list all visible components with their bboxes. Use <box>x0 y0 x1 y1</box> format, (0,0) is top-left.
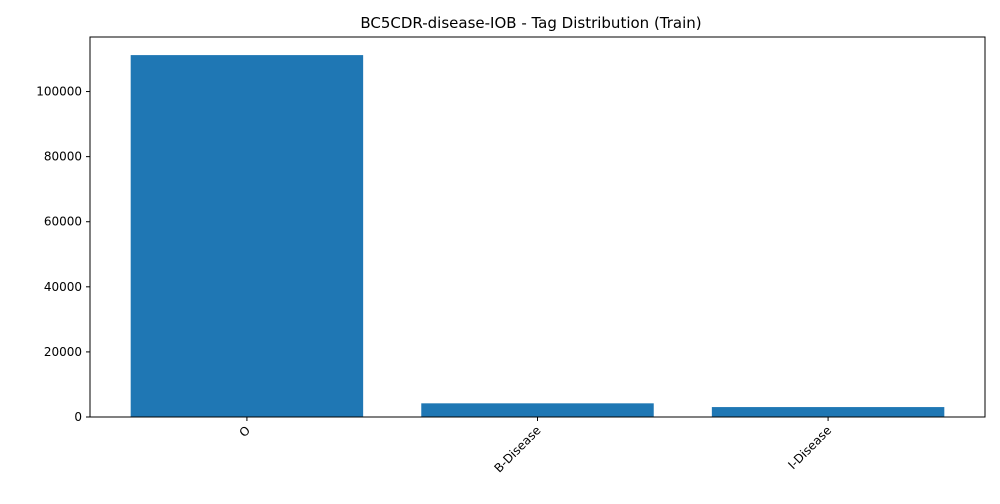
y-tick-label: 80000 <box>44 150 82 164</box>
y-tick-label: 60000 <box>44 215 82 229</box>
y-tick-label: 0 <box>74 410 82 424</box>
x-tick-label: O <box>236 423 253 440</box>
y-tick-label: 20000 <box>44 345 82 359</box>
bar-o <box>130 55 364 417</box>
y-tick-label: 40000 <box>44 280 82 294</box>
bar-i-disease <box>711 407 945 417</box>
x-tick-label: I-Disease <box>785 423 834 472</box>
bar-b-disease <box>421 403 654 417</box>
y-tick-label: 100000 <box>36 85 82 99</box>
chart-title: BC5CDR-disease-IOB - Tag Distribution (T… <box>360 14 701 32</box>
plot-area: 0 20000 40000 60000 80000 100000 O B-Disease I-D… <box>36 36 986 475</box>
x-tick-label: B-Disease <box>491 423 543 475</box>
